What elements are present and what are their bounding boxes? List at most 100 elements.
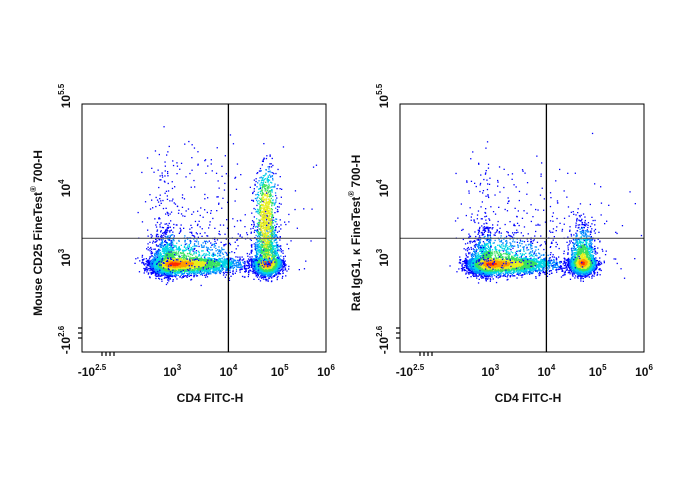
event-dot — [188, 249, 190, 251]
event-dot — [172, 251, 174, 253]
event-dot — [232, 270, 234, 273]
event-dot — [187, 273, 189, 275]
event-dot — [196, 256, 199, 258]
event-dot — [180, 230, 182, 232]
event-dot — [248, 272, 250, 274]
event-dot — [186, 275, 188, 277]
event-dot — [217, 267, 219, 269]
event-dot — [222, 274, 225, 276]
event-dot — [144, 270, 146, 272]
event-dot — [219, 270, 221, 272]
event-dot — [215, 267, 217, 269]
event-dot — [202, 272, 204, 274]
event-dot — [221, 252, 224, 254]
event-dot — [214, 253, 216, 256]
event-dot — [156, 221, 159, 224]
event-dot — [225, 274, 227, 276]
event-dot — [148, 262, 150, 264]
event-dot — [235, 268, 238, 270]
event-dot — [172, 255, 174, 257]
event-dot — [186, 274, 189, 277]
event-dot — [186, 238, 189, 240]
event-dot — [219, 250, 221, 253]
event-dot — [154, 271, 156, 273]
event-dot — [160, 231, 162, 233]
event-dot — [209, 272, 211, 274]
event-dot — [195, 252, 197, 255]
event-dot — [186, 266, 188, 268]
event-dot — [171, 275, 174, 278]
event-dot — [243, 267, 246, 270]
event-dot — [234, 272, 236, 274]
event-dot — [202, 254, 205, 256]
event-dot — [201, 269, 203, 271]
event-dot — [205, 240, 207, 242]
event-dot — [189, 251, 191, 253]
event-dot — [167, 224, 169, 227]
event-dot — [207, 273, 209, 275]
event-dot — [195, 232, 197, 234]
event-dot — [152, 268, 155, 271]
event-dot — [138, 271, 141, 273]
event-dot — [228, 263, 230, 265]
event-dot — [196, 272, 198, 274]
event-dot — [218, 261, 220, 263]
event-dot — [174, 268, 176, 270]
event-dot — [155, 250, 157, 252]
event-dot — [232, 265, 234, 267]
event-dot — [192, 235, 195, 237]
event-dot — [184, 272, 186, 274]
event-dot — [207, 241, 209, 243]
event-dot — [201, 273, 203, 275]
event-dot — [180, 244, 182, 246]
event-dot — [195, 252, 197, 254]
event-dot — [169, 275, 171, 277]
event-dot — [219, 260, 222, 262]
event-dot — [176, 254, 178, 256]
event-dot — [174, 260, 176, 262]
event-dot — [248, 253, 251, 255]
event-dot — [144, 263, 147, 265]
event-dot — [175, 276, 177, 278]
event-dot — [202, 259, 204, 261]
event-dot — [237, 256, 239, 258]
event-dot — [151, 266, 153, 268]
event-dot — [243, 258, 245, 260]
event-dot — [195, 245, 197, 247]
event-dot — [161, 274, 163, 276]
event-dot — [194, 262, 196, 264]
event-dot — [229, 261, 231, 264]
event-dot — [207, 250, 209, 252]
event-dot — [160, 262, 163, 264]
event-dot — [171, 254, 174, 256]
event-dot — [202, 269, 204, 272]
event-dot — [213, 264, 215, 266]
event-dot — [161, 280, 163, 282]
event-dot — [202, 246, 204, 248]
event-dot — [150, 272, 152, 274]
event-dot — [242, 262, 245, 264]
event-dot — [242, 261, 244, 263]
event-dot — [197, 236, 199, 238]
event-dot — [176, 274, 178, 276]
event-dot — [163, 234, 165, 236]
event-dot — [221, 269, 223, 271]
event-dot — [170, 234, 172, 236]
event-dot — [232, 260, 235, 262]
event-dot — [149, 265, 151, 267]
event-dot — [239, 267, 241, 269]
event-dot — [185, 268, 187, 270]
event-dot — [163, 252, 165, 254]
event-dot — [203, 272, 205, 274]
event-dot — [162, 238, 164, 241]
event-dot — [248, 274, 250, 276]
event-dot — [185, 247, 187, 249]
event-dot — [168, 242, 171, 245]
event-dot — [201, 258, 203, 260]
event-dot — [239, 263, 241, 265]
event-dot — [198, 220, 200, 222]
event-dot — [231, 257, 233, 260]
event-dot — [204, 271, 206, 273]
event-dot — [213, 243, 216, 245]
